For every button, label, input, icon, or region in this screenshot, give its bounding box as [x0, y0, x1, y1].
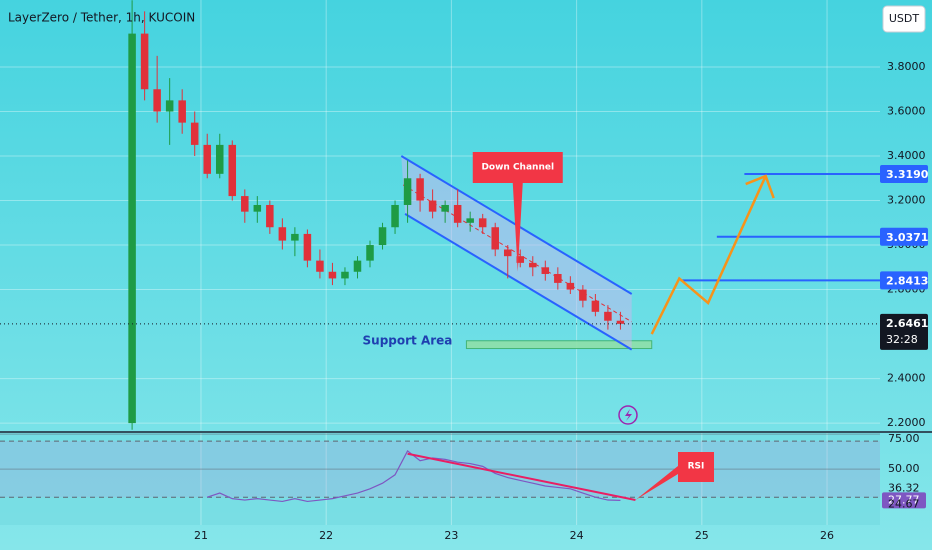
candle-body: [441, 204, 449, 212]
candle-body: [478, 218, 487, 228]
rsi-trendline: [407, 452, 636, 502]
candle-body: [428, 200, 437, 212]
candle-body: [616, 320, 625, 324]
rsi-marker-label: 24.67: [888, 498, 920, 511]
level-label-box: [880, 165, 928, 184]
candle-body: [153, 89, 161, 112]
projection-path: [650, 175, 767, 335]
price-box: [880, 313, 928, 350]
candle-body: [516, 256, 525, 263]
rsi-tick-label: 50.00: [888, 462, 920, 475]
currency: USDT: [889, 12, 920, 25]
candle-body: [341, 271, 349, 279]
y-tick-label: 3.6000: [887, 105, 926, 118]
callout-label: Down Channel: [481, 163, 554, 173]
level-label-box: [880, 227, 928, 246]
level-label: 3.0371: [886, 231, 928, 244]
candle-body: [241, 196, 249, 212]
channel-line: [404, 213, 633, 351]
candle-body: [554, 273, 562, 283]
x-tick-label: 25: [695, 529, 709, 542]
candle-body: [566, 282, 575, 290]
projection-arrowhead: [745, 174, 775, 199]
x-tick-label: 23: [444, 529, 458, 542]
candle-body: [591, 300, 600, 312]
level-label: 2.8413: [886, 274, 928, 287]
x-tick-label: 21: [194, 529, 208, 542]
candle-body: [328, 271, 337, 279]
candle-body: [178, 100, 186, 123]
candle-body: [190, 122, 199, 145]
candle-body: [466, 218, 474, 223]
candle-body: [541, 267, 550, 274]
candle-body: [140, 33, 149, 90]
candle-body: [604, 311, 612, 321]
candle-body: [278, 227, 287, 241]
candle-body: [503, 249, 512, 257]
current-price-label: 2.6461: [886, 317, 928, 330]
rsi-callout-label: RSI: [688, 462, 705, 472]
candle-body: [579, 289, 587, 301]
rsi-pane: [0, 433, 880, 525]
candle-body: [453, 204, 462, 223]
y-tick-label: 3.4000: [887, 149, 926, 162]
candle-body: [391, 204, 399, 228]
rsi-marker-label: 36.32: [888, 481, 920, 494]
y-tick-label: 3.2000: [887, 194, 926, 207]
candle-body: [416, 178, 424, 201]
countdown: 32:28: [886, 333, 918, 346]
candle-body: [316, 260, 324, 272]
alert-bolt: [625, 409, 632, 421]
chart-title: LayerZero / Tether, 1h, KUCOIN: [8, 11, 195, 25]
candle-body: [291, 233, 299, 241]
candle-body: [491, 227, 499, 250]
candle-body: [266, 204, 274, 228]
candle-body: [403, 178, 412, 205]
x-tick-label: 26: [820, 529, 834, 542]
rsi-tick-label: 75.00: [888, 432, 920, 445]
candle-body: [378, 227, 387, 246]
candle-body: [353, 260, 362, 272]
y-tick-label: 2.4000: [887, 372, 926, 385]
candle-body: [128, 33, 136, 424]
x-tick-label: 24: [570, 529, 584, 542]
rsi-callout-box: [635, 452, 714, 501]
candle-body: [366, 245, 374, 261]
y-tick-label: 2.2000: [887, 416, 926, 429]
support-area: [465, 340, 653, 350]
candle-body: [203, 144, 211, 174]
candle-body: [165, 100, 174, 112]
level-label: 3.3190: [886, 168, 929, 181]
alert-icon[interactable]: [618, 405, 638, 425]
rsi-marker-label: 27.77: [888, 493, 920, 506]
channel-fill: [401, 156, 632, 350]
currency-box[interactable]: [882, 5, 926, 33]
level-label-box: [880, 271, 928, 290]
y-tick-label: 3.8000: [887, 60, 926, 73]
callout-box: [472, 152, 563, 272]
candle-body: [529, 262, 537, 268]
candle-body: [215, 144, 224, 174]
x-tick-label: 22: [319, 529, 333, 542]
candle-body: [228, 144, 237, 197]
rsi-value-box: [882, 492, 926, 509]
support-label: Support Area: [363, 333, 453, 347]
candle-body: [303, 233, 312, 261]
candle-body: [253, 204, 262, 212]
